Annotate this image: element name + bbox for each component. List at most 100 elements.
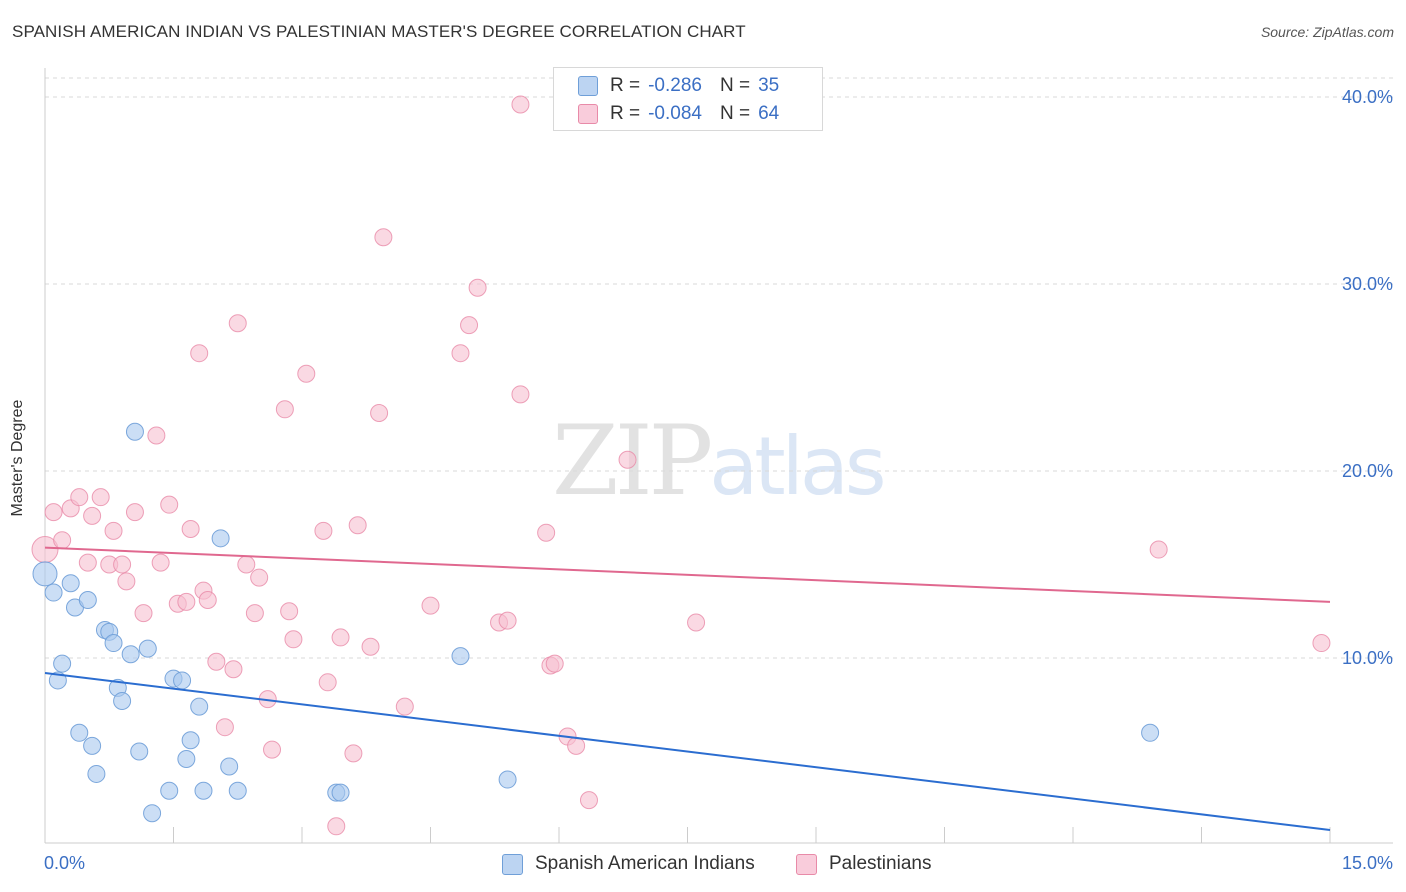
spanish-american-indians-point — [48, 671, 67, 690]
spanish-american-indians-points — [32, 422, 1160, 823]
palestinians-point — [181, 519, 200, 538]
palestinians-point — [344, 744, 363, 763]
correlation-legend: R = -0.286 N = 35 R = -0.084 N = 64 — [553, 67, 823, 131]
palestinians-points — [31, 95, 1331, 836]
palestinians-point — [1312, 634, 1331, 653]
palestinians-point — [237, 555, 256, 574]
legend-swatch-blue — [502, 853, 523, 875]
palestinians-point — [545, 654, 564, 673]
r-value: -0.286 — [648, 75, 702, 96]
trend-lines — [44, 546, 1331, 832]
spanish-american-indians-point — [228, 781, 247, 800]
palestinians-point — [117, 572, 136, 591]
legend-row-spanish-american-indians: R = -0.286 N = 35 — [578, 74, 779, 98]
n-label: N = — [719, 75, 751, 96]
palestinians-point — [284, 630, 303, 649]
spanish-american-indians-point — [173, 671, 192, 690]
spanish-american-indians-point — [181, 731, 200, 750]
spanish-american-indians-point — [61, 574, 80, 593]
spanish-american-indians-point — [177, 749, 196, 768]
spanish-american-indians-point — [113, 692, 132, 711]
palestinians-point — [498, 611, 517, 630]
spanish-american-indians-point — [70, 723, 89, 742]
palestinians-point — [215, 718, 234, 737]
palestinians-point — [83, 506, 102, 525]
palestinians-point — [314, 521, 333, 540]
x-tick-label-min: 0.0% — [44, 853, 85, 873]
palestinians-point — [125, 503, 144, 522]
palestinians-point — [318, 673, 337, 692]
spanish-american-indians-point — [32, 561, 58, 587]
zipatlas-watermark: ZIPatlas — [552, 405, 887, 517]
palestinians-point — [70, 488, 89, 507]
tick-labels: 10.0% 20.0% 30.0% 40.0% 0.0% 15.0% — [44, 87, 1393, 873]
palestinians-point — [421, 596, 440, 615]
palestinians-point — [263, 740, 282, 759]
x-tick-label-max: 15.0% — [1342, 853, 1393, 873]
palestinians-point — [297, 364, 316, 383]
spanish-american-indians-point — [143, 804, 162, 823]
watermark-atlas: atlas — [709, 420, 886, 513]
palestinians-point — [53, 531, 72, 550]
n-value: 64 — [758, 103, 780, 124]
palestinians-point — [370, 404, 389, 423]
palestinians-point — [348, 516, 367, 535]
palestinians-point — [134, 604, 153, 623]
r-value: -0.084 — [648, 103, 702, 124]
spanish-american-indians-point — [194, 781, 213, 800]
palestinians-point — [374, 228, 393, 247]
y-tick-label: 20.0% — [1342, 461, 1393, 481]
spanish-american-indians-point — [138, 639, 157, 658]
palestinians-point — [567, 736, 586, 755]
spanish-american-indians-point — [130, 742, 149, 761]
palestinians-point — [228, 314, 247, 333]
palestinians-point — [160, 495, 179, 514]
palestinians-point — [1149, 540, 1168, 559]
legend-swatch-pink — [796, 853, 817, 875]
axes — [44, 68, 1393, 844]
spanish-american-indians-point — [220, 757, 239, 776]
spanish-american-indians-point — [190, 697, 209, 716]
palestinians-point — [91, 488, 110, 507]
chart-title: SPANISH AMERICAN INDIAN VS PALESTINIAN M… — [12, 22, 746, 41]
spanish-american-indians-point — [1141, 723, 1160, 742]
palestinians-point — [327, 817, 346, 836]
y-axis-label: Master's Degree — [9, 399, 26, 517]
palestinians-point — [275, 400, 294, 419]
spanish-american-indians-point — [211, 529, 230, 548]
spanish-american-indians-point — [53, 654, 72, 673]
palestinians-point — [190, 344, 209, 363]
palestinians-point — [361, 637, 380, 656]
y-tick-label: 40.0% — [1342, 87, 1393, 107]
palestinians-point — [245, 604, 264, 623]
legend-label: Palestinians — [829, 853, 932, 874]
legend-item-spanish-american-indians: Spanish American Indians — [502, 852, 755, 876]
palestinians-point — [104, 521, 123, 540]
spanish-american-indians-trend-line — [44, 671, 1331, 832]
palestinians-point — [460, 316, 479, 335]
palestinians-point — [198, 591, 217, 610]
palestinians-point — [147, 426, 166, 445]
legend-swatch-blue — [578, 76, 598, 96]
y-tick-label: 30.0% — [1342, 274, 1393, 294]
spanish-american-indians-point — [498, 770, 517, 789]
spanish-american-indians-point — [121, 645, 140, 664]
palestinians-point — [250, 568, 269, 587]
palestinians-point — [579, 791, 598, 810]
legend-label: Spanish American Indians — [535, 853, 755, 874]
r-label: R = — [610, 75, 641, 96]
palestinians-point — [280, 602, 299, 621]
palestinians-point — [468, 278, 487, 297]
source-label: Source: ZipAtlas.com — [1260, 24, 1394, 40]
palestinians-point — [618, 450, 637, 469]
y-tick-label: 10.0% — [1342, 648, 1393, 668]
palestinians-trend-line — [44, 546, 1331, 603]
palestinians-point — [511, 95, 530, 114]
spanish-american-indians-point — [331, 783, 350, 802]
palestinians-point — [177, 592, 196, 611]
palestinians-point — [44, 503, 63, 522]
palestinians-point — [224, 660, 243, 679]
spanish-american-indians-point — [78, 591, 97, 610]
palestinians-point — [451, 344, 470, 363]
